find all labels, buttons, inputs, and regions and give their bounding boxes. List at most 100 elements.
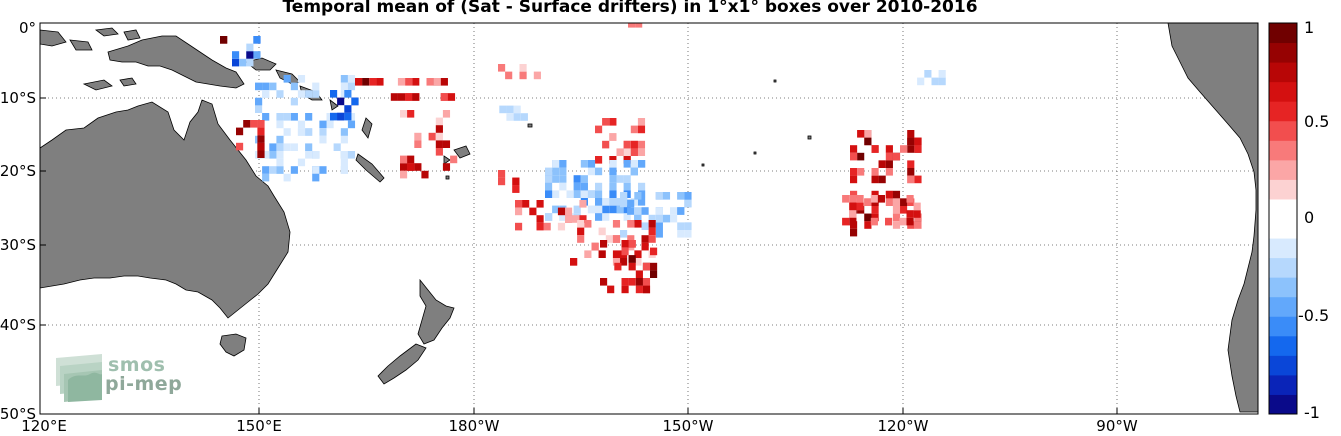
data-cell <box>849 210 857 218</box>
data-cell <box>297 158 306 167</box>
data-cell <box>580 175 588 183</box>
colorbar-step <box>1269 277 1297 298</box>
data-cell <box>433 78 441 86</box>
data-cell <box>864 137 872 146</box>
data-cell <box>312 151 320 159</box>
data-cell <box>864 213 872 222</box>
data-cell <box>577 235 585 243</box>
data-cell <box>435 125 443 133</box>
data-cell <box>650 247 658 256</box>
data-cell <box>515 207 523 216</box>
data-cell <box>595 167 603 176</box>
data-cell <box>319 128 327 136</box>
data-cell <box>655 214 663 223</box>
data-cell <box>878 160 886 168</box>
data-cell <box>276 143 284 151</box>
data-cell <box>850 145 858 153</box>
data-cell <box>637 118 646 126</box>
data-cell <box>519 64 527 72</box>
data-cell <box>871 168 879 176</box>
data-cell <box>347 113 356 121</box>
y-label-30s: 30°S <box>0 236 36 254</box>
data-cell <box>414 132 422 141</box>
data-cell <box>344 112 352 121</box>
data-cell <box>587 205 596 214</box>
data-cell <box>255 97 263 106</box>
data-cell <box>326 120 334 129</box>
data-cell <box>552 175 560 183</box>
data-cell <box>637 125 646 134</box>
data-cell <box>684 192 692 200</box>
data-cell <box>609 190 617 198</box>
x-label-150w: 150°W <box>662 417 714 435</box>
data-cell <box>635 270 643 278</box>
data-cell <box>312 90 320 98</box>
data-cell <box>609 167 617 176</box>
colorbar-step <box>1269 238 1297 259</box>
data-cell <box>635 278 643 286</box>
data-cell <box>641 242 649 251</box>
data-cell <box>885 198 893 206</box>
data-cell <box>545 167 553 176</box>
data-cell <box>269 143 277 151</box>
data-cell <box>634 220 642 228</box>
data-cell <box>621 278 629 286</box>
data-cell <box>545 175 553 183</box>
data-cell <box>435 140 443 148</box>
data-cell <box>842 195 850 203</box>
colorbar <box>1269 23 1297 415</box>
data-cell <box>557 207 566 216</box>
colorbar-step <box>1269 316 1297 337</box>
data-cell <box>276 90 284 98</box>
data-cell <box>650 262 658 271</box>
data-cell <box>405 78 413 86</box>
data-cell <box>650 270 658 278</box>
data-cell <box>347 82 356 91</box>
data-cell <box>340 128 348 136</box>
data-cell <box>628 278 636 286</box>
data-cell <box>369 78 377 86</box>
data-cell <box>536 222 544 231</box>
data-cell <box>499 105 507 114</box>
data-cell <box>580 190 588 198</box>
data-cell <box>426 78 434 86</box>
data-cell <box>290 113 298 121</box>
data-cell <box>870 195 878 203</box>
data-cell <box>623 156 631 164</box>
data-cell <box>609 160 617 168</box>
data-cell <box>236 127 244 136</box>
data-cell <box>857 152 865 161</box>
data-cell <box>623 213 631 221</box>
data-cell <box>620 258 628 266</box>
data-cell <box>630 167 638 176</box>
data-cell <box>545 190 553 198</box>
colorbar-step <box>1269 218 1297 239</box>
colorbar-step <box>1269 101 1297 122</box>
data-cell <box>641 222 649 230</box>
data-cell <box>849 217 857 226</box>
data-cell <box>907 145 915 153</box>
data-cell <box>262 113 270 121</box>
data-cell <box>319 120 327 129</box>
data-cell <box>522 200 530 208</box>
colorbar-step <box>1269 81 1297 102</box>
data-cell <box>609 198 617 206</box>
data-cell <box>257 135 265 143</box>
data-cell <box>877 195 886 203</box>
data-cell <box>552 160 560 168</box>
data-cell <box>573 182 581 191</box>
data-cell <box>340 135 348 144</box>
data-cell <box>907 130 915 138</box>
data-cell <box>892 152 901 161</box>
data-cell <box>628 262 636 271</box>
data-cell <box>397 78 406 86</box>
colorbar-label-neg-half: -0.5 <box>1298 306 1330 325</box>
data-cell <box>330 112 338 121</box>
data-cell <box>638 182 646 191</box>
axis-ticks <box>40 97 1118 414</box>
data-cell <box>620 192 628 200</box>
data-cell <box>871 190 879 199</box>
data-cell <box>412 78 420 86</box>
data-cell <box>312 82 320 91</box>
data-cell <box>871 175 879 184</box>
